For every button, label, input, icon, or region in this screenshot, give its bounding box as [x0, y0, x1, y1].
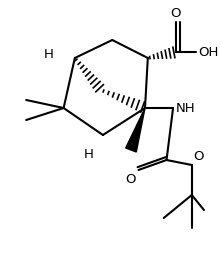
Text: O: O — [171, 7, 181, 20]
Polygon shape — [126, 108, 145, 152]
Text: H: H — [84, 149, 94, 162]
Text: NH: NH — [176, 102, 196, 114]
Text: H: H — [44, 49, 54, 61]
Text: O: O — [194, 150, 204, 163]
Text: OH: OH — [198, 46, 219, 58]
Text: O: O — [125, 173, 136, 186]
